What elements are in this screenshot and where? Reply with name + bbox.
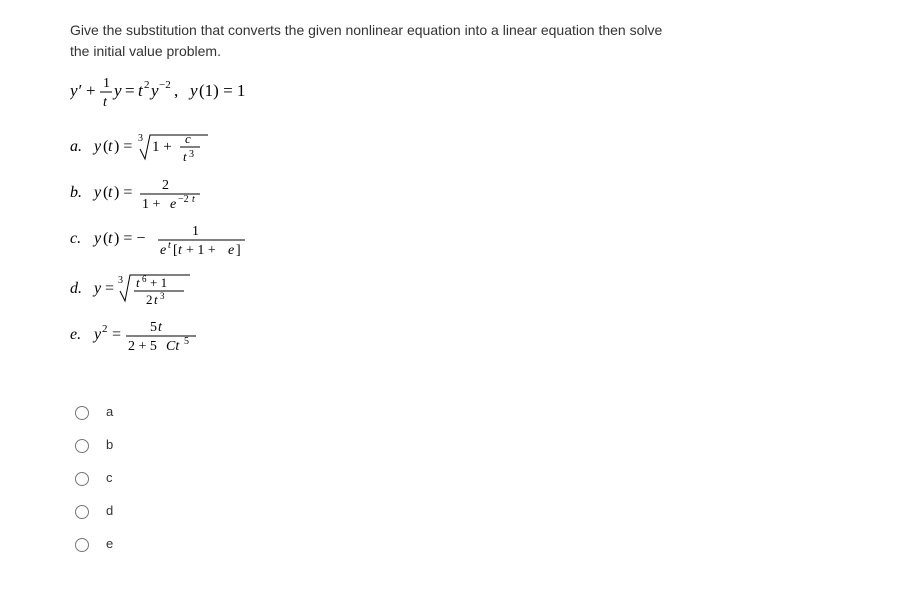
question-line-2: the initial value problem. xyxy=(70,43,221,59)
radio-input-b[interactable] xyxy=(75,439,89,453)
radio-option-list: a b c d e xyxy=(70,395,849,560)
svg-text:t: t xyxy=(168,240,171,251)
svg-text:t: t xyxy=(158,320,163,335)
svg-text:t: t xyxy=(108,230,113,247)
svg-text:2: 2 xyxy=(146,292,153,307)
svg-text:y: y xyxy=(188,81,198,100)
svg-text:y: y xyxy=(92,326,102,343)
svg-text:y: y xyxy=(92,280,102,297)
radio-label-d: d xyxy=(106,503,113,518)
svg-text:e: e xyxy=(160,243,166,258)
svg-text:3: 3 xyxy=(118,275,123,286)
svg-text:y: y xyxy=(92,230,102,247)
svg-text:t: t xyxy=(154,292,158,307)
svg-text:−2: −2 xyxy=(178,194,189,205)
svg-text:) =: ) = xyxy=(114,138,132,155)
radio-row-e[interactable]: e xyxy=(70,527,849,560)
svg-text:3: 3 xyxy=(138,133,143,144)
svg-text:+ 1: + 1 xyxy=(150,275,167,290)
svg-text:5: 5 xyxy=(184,336,189,347)
svg-text:Ct: Ct xyxy=(166,339,180,354)
svg-text:y′: y′ xyxy=(70,81,82,100)
question-prompt: Give the substitution that converts the … xyxy=(70,20,849,62)
svg-text:1 +: 1 + xyxy=(152,139,172,155)
svg-text:5: 5 xyxy=(150,320,157,335)
svg-text:c: c xyxy=(185,131,191,146)
answer-option-b: b. y ( t ) = 2 1 + e −2 t xyxy=(70,175,849,213)
answer-option-a: a. y ( t ) = 3 1 + c t 3 xyxy=(70,125,849,167)
svg-text:t: t xyxy=(108,184,113,201)
svg-text:+ 1 +: + 1 + xyxy=(186,243,216,258)
equation-svg: y′ + 1 t y = t 2 y −2 , y (1) = 1 xyxy=(70,72,320,112)
svg-text:+: + xyxy=(86,81,96,100)
svg-text:t: t xyxy=(103,95,108,110)
radio-row-a[interactable]: a xyxy=(70,395,849,428)
svg-text:(1) = 1: (1) = 1 xyxy=(199,81,245,100)
radio-input-c[interactable] xyxy=(75,472,89,486)
svg-text:=: = xyxy=(105,280,114,297)
svg-text:) =: ) = xyxy=(114,184,132,201)
svg-text:y: y xyxy=(112,81,122,100)
radio-label-c: c xyxy=(106,470,113,485)
svg-text:t: t xyxy=(192,194,195,205)
svg-text:a.: a. xyxy=(70,138,82,155)
svg-text:y: y xyxy=(92,184,102,201)
svg-text:]: ] xyxy=(236,243,241,258)
radio-input-e[interactable] xyxy=(75,538,89,552)
svg-text:t: t xyxy=(183,149,187,164)
svg-text:t: t xyxy=(178,243,183,258)
radio-label-a: a xyxy=(106,404,113,419)
svg-text:e.: e. xyxy=(70,326,81,343)
svg-text:e: e xyxy=(170,197,176,212)
svg-text:t: t xyxy=(136,275,140,290)
radio-input-a[interactable] xyxy=(75,406,89,420)
svg-text:1: 1 xyxy=(192,224,199,239)
question-container: Give the substitution that converts the … xyxy=(0,0,919,580)
radio-row-c[interactable]: c xyxy=(70,461,849,494)
svg-text:,: , xyxy=(174,81,178,100)
svg-text:t: t xyxy=(108,138,113,155)
radio-row-d[interactable]: d xyxy=(70,494,849,527)
svg-text:3: 3 xyxy=(160,291,165,301)
svg-text:3: 3 xyxy=(189,149,194,160)
svg-text:) = −: ) = − xyxy=(114,230,145,247)
svg-text:1 +: 1 + xyxy=(142,197,161,212)
answer-option-d: d. y = 3 t 6 + 1 2 t 3 xyxy=(70,267,849,309)
svg-text:2: 2 xyxy=(162,178,169,193)
radio-input-d[interactable] xyxy=(75,505,89,519)
radio-label-e: e xyxy=(106,536,113,551)
svg-text:=: = xyxy=(112,326,121,343)
question-line-1: Give the substitution that converts the … xyxy=(70,22,662,38)
svg-text:−2: −2 xyxy=(159,79,171,91)
svg-text:c.: c. xyxy=(70,230,81,247)
svg-text:y: y xyxy=(92,138,102,155)
svg-text:e: e xyxy=(228,243,234,258)
svg-text:b.: b. xyxy=(70,184,82,201)
svg-text:1: 1 xyxy=(103,76,110,91)
answer-option-e: e. y 2 = 5 t 2 + 5 Ct 5 xyxy=(70,317,849,355)
radio-row-b[interactable]: b xyxy=(70,428,849,461)
svg-text:2: 2 xyxy=(102,323,108,335)
svg-text:2 + 5: 2 + 5 xyxy=(128,339,157,354)
svg-text:d.: d. xyxy=(70,280,82,297)
radio-label-b: b xyxy=(106,437,113,452)
svg-text:6: 6 xyxy=(142,274,147,284)
main-equation: y′ + 1 t y = t 2 y −2 , y (1) = 1 xyxy=(70,72,849,117)
answer-option-c: c. y ( t ) = − 1 e t [ t + 1 + e ] xyxy=(70,221,849,259)
svg-text:=: = xyxy=(125,81,135,100)
svg-text:y: y xyxy=(149,81,159,100)
svg-text:2: 2 xyxy=(144,79,150,91)
